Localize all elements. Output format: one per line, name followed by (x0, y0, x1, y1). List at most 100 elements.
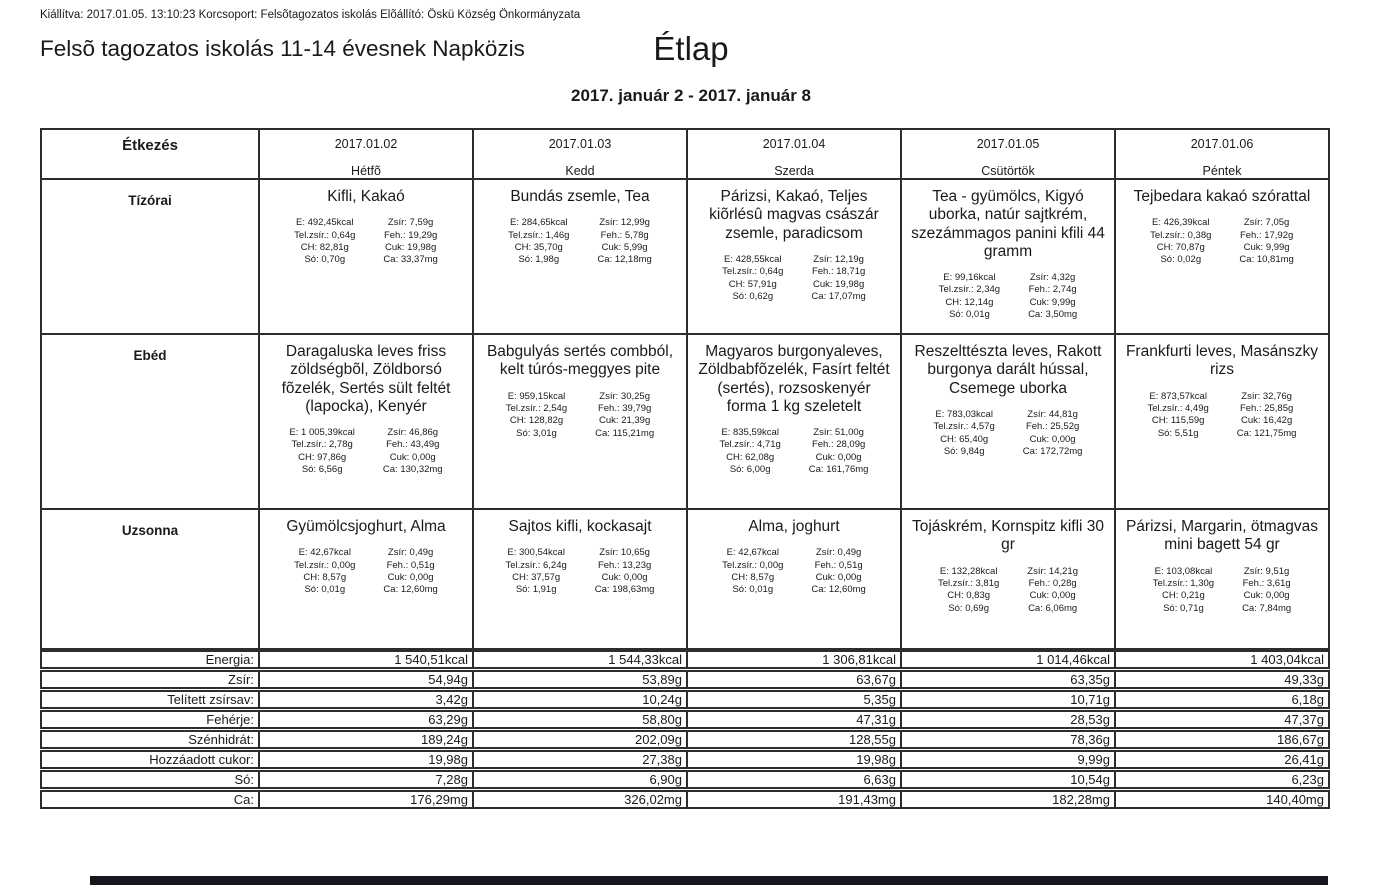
summary-value: 10,71g (900, 692, 1114, 707)
summary-label: Fehérje: (206, 712, 254, 727)
nutrition-right: Zsír: 14,21g Feh.: 0,28g Cuk: 0,00g Ca: … (1027, 565, 1078, 614)
summary-value: 1 306,81kcal (686, 652, 900, 667)
nutrition-right: Zsír: 9,51g Feh.: 3,61g Cuk: 0,00g Ca: 7… (1242, 565, 1292, 614)
page-title: Étlap (653, 30, 729, 67)
summary-row-szenhidrat: Szénhidrát: 189,24g 202,09g 128,55g 78,3… (40, 730, 1330, 749)
summary-value: 191,43mg (686, 792, 900, 807)
nutrition-right: Zsír: 30,25g Feh.: 39,79g Cuk: 21,39g Ca… (595, 390, 655, 439)
nutrition-right: Zsír: 10,65g Feh.: 13,23g Cuk: 0,00g Ca:… (594, 547, 655, 596)
day-name: Hétfõ (351, 164, 381, 178)
dish-name: Párizsi, Kakaó, Teljes kiõrlésû magvas c… (709, 188, 879, 242)
summary-value: 186,67g (1114, 732, 1328, 747)
summary-value: 176,29mg (258, 792, 472, 807)
meal-row-ebed: Ebéd Daragaluska leves friss zöldségbõl,… (40, 333, 1330, 510)
summary-value: 5,35g (686, 692, 900, 707)
summary-value: 27,38g (472, 752, 686, 767)
summary-value: 6,63g (686, 772, 900, 787)
menu-table: Étkezés 2017.01.02 Hétfõ 2017.01.03 Kedd… (40, 128, 1330, 650)
nutrition-left: E: 1 005,39kcal Tel.zsír.: 2,78g CH: 97,… (289, 427, 355, 476)
nutrition-right: Zsír: 7,59g Feh.: 19,29g Cuk: 19,98g Ca:… (383, 217, 438, 266)
nutrition-left: E: 492,45kcal Tel.zsír.: 0,64g CH: 82,81… (294, 217, 356, 266)
nutrition-right: Zsír: 44,81g Feh.: 25,52g Cuk: 0,00g Ca:… (1022, 408, 1083, 457)
nutrition-left: E: 284,65kcal Tel.zsír.: 1,46g CH: 35,70… (508, 217, 570, 266)
corner-header: Étkezés (40, 128, 260, 180)
summary-value: 1 014,46kcal (900, 652, 1114, 667)
day-name: Szerda (774, 164, 814, 178)
document-subtitle: Felsõ tagozatos iskolás 11-14 évesnek Na… (40, 36, 525, 61)
summary-label: Ca: (233, 792, 254, 807)
summary-value: 63,29g (258, 712, 472, 727)
dish-name: Sajtos kifli, kockasajt (508, 518, 652, 535)
day-date: 2017.01.06 (1190, 137, 1254, 151)
nutrition-left: E: 428,55kcal Tel.zsír.: 0,64g CH: 57,91… (722, 253, 784, 302)
dish-name: Frankfurti leves, Masánszky rizs (1125, 343, 1319, 379)
summary-value: 10,54g (900, 772, 1114, 787)
summary-value: 202,09g (472, 732, 686, 747)
nutrition-right: Zsír: 7,05g Feh.: 17,92g Cuk: 9,99g Ca: … (1239, 217, 1294, 266)
dish-name: Daragaluska leves friss zöldségbõl, Zöld… (281, 343, 451, 415)
meal-cell: Kifli, Kakaó E: 492,45kcal Tel.zsír.: 0,… (258, 178, 474, 335)
nutrition-left: E: 959,15kcal Tel.zsír.: 2,54g CH: 128,8… (505, 390, 568, 439)
bottom-bar (90, 876, 1328, 885)
dish-name: Tejbedara kakaó szórattal (1133, 188, 1311, 205)
dish-name: Tojáskrém, Kornspitz kifli 30 gr (911, 518, 1105, 554)
nutrition-left: E: 835,59kcal Tel.zsír.: 4,71g CH: 62,08… (719, 427, 781, 476)
nutrition-right: Zsír: 4,32g Feh.: 2,74g Cuk: 9,99g Ca: 3… (1028, 272, 1078, 321)
nutrition-left: E: 103,08kcal Tel.zsír.: 1,30g CH: 0,21g… (1152, 565, 1215, 614)
meal-cell: Tejbedara kakaó szórattal E: 426,39kcal … (1114, 178, 1330, 335)
summary-value: 19,98g (258, 752, 472, 767)
summary-value: 128,55g (686, 732, 900, 747)
summary-value: 47,37g (1114, 712, 1328, 727)
meta-line: Kiállítva: 2017.01.05. 13:10:23 Korcsopo… (40, 9, 581, 21)
day-name: Péntek (1202, 164, 1242, 178)
meal-cell: Párizsi, Margarin, ötmagvas mini bagett … (1114, 508, 1330, 650)
nutrition-right: Zsír: 0,49g Feh.: 0,51g Cuk: 0,00g Ca: 1… (811, 547, 866, 596)
summary-value: 182,28mg (900, 792, 1114, 807)
day-header-friday: 2017.01.06 Péntek (1114, 128, 1330, 180)
day-date: 2017.01.02 (334, 137, 398, 151)
summary-value: 9,99g (900, 752, 1114, 767)
summary-value: 53,89g (472, 672, 686, 687)
summary-label: Energia: (205, 652, 254, 667)
dish-name: Kifli, Kakaó (327, 188, 405, 205)
dish-name: Bundás zsemle, Tea (510, 188, 650, 205)
dish-name: Alma, joghurt (748, 518, 840, 535)
summary-label: Hozzáadott cukor: (149, 752, 254, 767)
dish-name: Gyümölcsjoghurt, Alma (286, 518, 446, 535)
dish-name: Babgulyás sertés combból, kelt túrós-meg… (486, 343, 674, 379)
summary-label: Telített zsírsav: (167, 692, 254, 707)
summary-label: Zsír: (228, 672, 254, 687)
dish-name: Magyaros burgonyaleves, Zöldbabfõzelék, … (698, 343, 890, 415)
summary-value: 63,67g (686, 672, 900, 687)
dish-name: Reszelttészta leves, Rakott burgonya dar… (914, 343, 1102, 397)
summary-section: Energia: 1 540,51kcal 1 544,33kcal 1 306… (40, 650, 1330, 810)
day-header-monday: 2017.01.02 Hétfõ (258, 128, 474, 180)
nutrition-left: E: 99,16kcal Tel.zsír.: 2,34g CH: 12,14g… (938, 272, 1001, 321)
summary-label: Só: (234, 772, 254, 787)
day-header-tuesday: 2017.01.03 Kedd (472, 128, 688, 180)
nutrition-left: E: 783,03kcal Tel.zsír.: 4,57g CH: 65,40… (933, 408, 995, 457)
meal-row-tizorai: Tízórai Kifli, Kakaó E: 492,45kcal Tel.z… (40, 178, 1330, 335)
meal-cell: Frankfurti leves, Masánszky rizs E: 873,… (1114, 333, 1330, 510)
date-range: 2017. január 2 - 2017. január 8 (570, 86, 812, 105)
summary-value: 7,28g (258, 772, 472, 787)
day-date: 2017.01.05 (976, 137, 1040, 151)
dish-name: Párizsi, Margarin, ötmagvas mini bagett … (1125, 518, 1319, 554)
meal-cell: Bundás zsemle, Tea E: 284,65kcal Tel.zsí… (472, 178, 688, 335)
day-date: 2017.01.04 (762, 137, 826, 151)
nutrition-right: Zsír: 32,76g Feh.: 25,85g Cuk: 16,42g Ca… (1236, 390, 1297, 439)
summary-value: 6,18g (1114, 692, 1328, 707)
summary-value: 54,94g (258, 672, 472, 687)
summary-value: 58,80g (472, 712, 686, 727)
day-header-thursday: 2017.01.05 Csütörtök (900, 128, 1116, 180)
dish-name: Tea - gyümölcs, Kigyó uborka, natúr sajt… (911, 188, 1105, 260)
meal-cell: Reszelttészta leves, Rakott burgonya dar… (900, 333, 1116, 510)
summary-value: 10,24g (472, 692, 686, 707)
day-name: Csütörtök (981, 164, 1035, 178)
nutrition-left: E: 426,39kcal Tel.zsír.: 0,38g CH: 70,87… (1150, 217, 1212, 266)
summary-row-so: Só: 7,28g 6,90g 6,63g 10,54g 6,23g (40, 770, 1330, 789)
summary-value: 6,23g (1114, 772, 1328, 787)
summary-value: 47,31g (686, 712, 900, 727)
nutrition-left: E: 132,28kcal Tel.zsír.: 3,81g CH: 0,83g… (938, 565, 1000, 614)
day-header-wednesday: 2017.01.04 Szerda (686, 128, 902, 180)
